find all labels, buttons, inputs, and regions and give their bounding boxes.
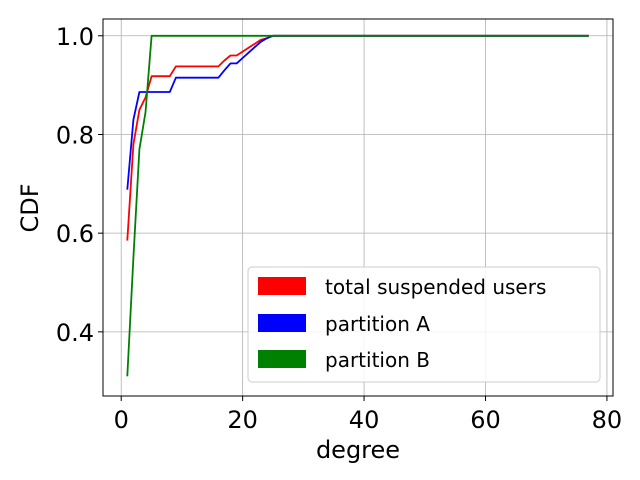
series-line-partition-b bbox=[126, 34, 589, 377]
legend-label-total: total suspended users bbox=[325, 275, 546, 299]
legend: total suspended users partition A partit… bbox=[247, 266, 601, 383]
x-tick-label: 80 bbox=[592, 406, 623, 434]
plot-frame bbox=[102, 18, 614, 397]
y-axis-label: CDF bbox=[16, 183, 44, 232]
legend-label-partition-b: partition B bbox=[325, 348, 430, 372]
legend-label-partition-a: partition A bbox=[325, 312, 430, 336]
legend-swatch-partition-b bbox=[258, 350, 306, 368]
y-tick-label: 0.4 bbox=[56, 319, 94, 347]
y-tick-label: 1.0 bbox=[56, 23, 94, 51]
x-tick-label: 0 bbox=[114, 406, 129, 434]
x-tick-label: 40 bbox=[349, 406, 380, 434]
x-tick-label: 60 bbox=[470, 406, 501, 434]
x-axis-label: degree bbox=[316, 436, 400, 464]
series-layer bbox=[126, 34, 589, 377]
legend-swatch-partition-a bbox=[258, 314, 306, 332]
legend-swatch-total bbox=[258, 277, 306, 295]
ticks: 0 20 40 60 80 0.4 0.6 0.8 1.0 bbox=[56, 23, 622, 434]
y-tick-label: 0.6 bbox=[56, 220, 94, 248]
legend-frame bbox=[247, 266, 601, 383]
x-tick-label: 20 bbox=[227, 406, 258, 434]
y-tick-label: 0.8 bbox=[56, 121, 94, 149]
